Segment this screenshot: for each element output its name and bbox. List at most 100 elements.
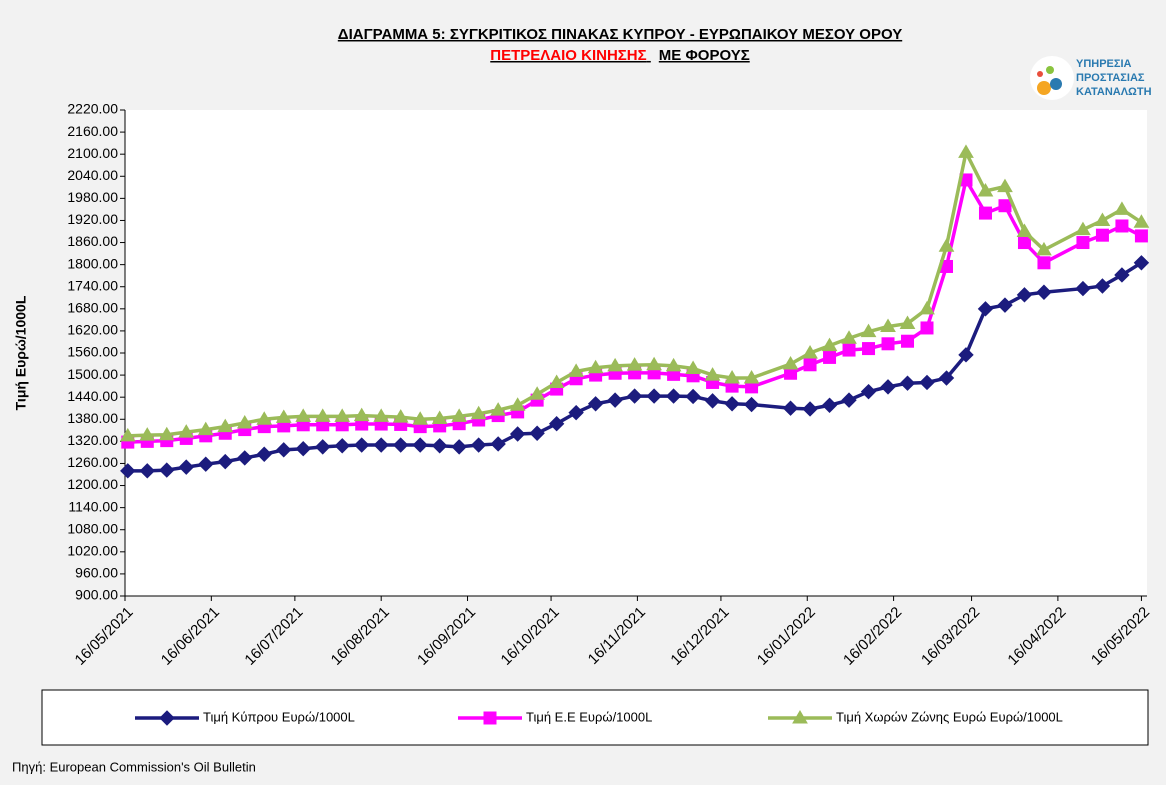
data-point <box>841 392 857 408</box>
data-point <box>977 301 994 317</box>
logo-text: ΠΡΟΣΤΑΣΙΑΣ <box>1076 72 1145 84</box>
data-point <box>198 456 214 472</box>
data-point <box>529 425 545 441</box>
data-point <box>626 357 643 371</box>
data-point <box>470 405 487 420</box>
data-point <box>821 397 838 413</box>
legend-label: Τιμή Κύπρου Ευρώ/1000L <box>203 709 355 724</box>
data-point <box>724 370 740 384</box>
data-point <box>1114 201 1130 215</box>
data-point <box>139 427 156 441</box>
data-point <box>587 359 604 374</box>
data-point <box>919 374 935 391</box>
data-point <box>743 396 760 413</box>
y-tick-label: 2040.00 <box>67 167 118 183</box>
y-tick-label: 1200.00 <box>67 476 118 492</box>
source-note: Πηγή: European Commission's Oil Bulletin <box>12 759 256 774</box>
data-point <box>704 367 721 381</box>
y-tick-label: 1560.00 <box>67 344 118 360</box>
data-point <box>958 347 974 363</box>
data-point <box>236 414 253 429</box>
x-tick-label: 16/11/2021 <box>585 604 649 668</box>
y-tick-label: 2160.00 <box>67 123 118 139</box>
y-tick-label: 1680.00 <box>67 300 118 316</box>
data-point <box>899 315 916 330</box>
logo-badge <box>1030 56 1074 100</box>
data-point <box>919 300 935 315</box>
data-point <box>178 424 195 438</box>
y-axis-label: Τιμή Ευρώ/1000L <box>13 295 29 410</box>
legend-box <box>41 689 1149 746</box>
data-point <box>881 337 895 351</box>
data-point <box>880 318 896 332</box>
data-point <box>1133 255 1150 271</box>
x-tick-label: 16/02/2022 <box>840 604 905 669</box>
y-tick-label: 1020.00 <box>67 543 118 559</box>
data-point <box>158 426 175 441</box>
data-point <box>938 238 955 252</box>
data-point <box>276 442 292 458</box>
data-point <box>1017 236 1031 250</box>
data-point <box>159 462 175 478</box>
logo-text: ΥΠΗΡΕΣΙΑ <box>1076 58 1132 70</box>
data-point <box>120 463 136 479</box>
x-tick-label: 16/09/2021 <box>414 604 479 669</box>
logo-icon <box>1037 71 1043 77</box>
data-point <box>920 321 934 335</box>
data-point <box>490 436 506 452</box>
data-point <box>1016 287 1033 303</box>
data-point <box>119 427 136 442</box>
data-point <box>685 360 701 374</box>
y-tick-label: 1080.00 <box>67 520 118 536</box>
logo-icon <box>1037 81 1051 95</box>
x-tick-label: 16/03/2022 <box>918 604 983 669</box>
data-point <box>295 441 311 457</box>
data-point <box>392 437 409 453</box>
data-point <box>1076 236 1090 250</box>
data-point <box>139 463 155 479</box>
data-point <box>568 404 584 421</box>
data-point <box>1016 223 1033 237</box>
data-point <box>607 357 623 372</box>
data-point <box>1115 219 1129 233</box>
x-tick-label: 16/08/2021 <box>328 604 393 669</box>
data-point <box>451 439 467 455</box>
y-tick-label: 1620.00 <box>67 322 118 338</box>
y-tick-label: 1860.00 <box>67 233 118 249</box>
legend-label: Τιμή Χωρών Ζώνης Ευρώ Ευρώ/1000L <box>836 709 1063 724</box>
data-point <box>256 446 272 462</box>
data-point <box>997 297 1013 313</box>
y-tick-label: 900.00 <box>75 587 118 603</box>
data-point <box>977 183 994 197</box>
data-point <box>958 144 974 158</box>
data-point <box>373 437 389 453</box>
logo-icon <box>1050 78 1062 90</box>
plot-area <box>125 110 1147 596</box>
data-point <box>607 392 623 408</box>
data-point <box>1075 280 1091 297</box>
data-point <box>392 409 409 423</box>
data-point <box>842 343 856 357</box>
y-tick-label: 1740.00 <box>67 277 118 293</box>
data-point <box>509 397 526 411</box>
subtitle-part: ΜΕ ΦΟΡΟΥΣ <box>659 47 750 64</box>
data-point <box>412 411 429 425</box>
data-point <box>1134 229 1148 243</box>
data-point <box>802 345 818 359</box>
data-point <box>860 323 877 338</box>
data-point <box>685 388 701 405</box>
data-point <box>1075 221 1091 236</box>
data-point <box>823 350 837 364</box>
data-point <box>509 426 526 442</box>
x-tick-label: 16/01/2022 <box>754 604 819 669</box>
data-point <box>821 337 838 352</box>
data-point <box>197 421 214 436</box>
y-tick-label: 2100.00 <box>67 145 118 161</box>
data-point <box>334 408 351 422</box>
x-tick-label: 16/12/2021 <box>667 604 732 669</box>
data-point <box>998 199 1012 213</box>
y-tick-label: 1800.00 <box>67 255 118 271</box>
data-point <box>1095 228 1109 242</box>
legend-marker <box>792 710 808 724</box>
data-point <box>217 453 233 470</box>
